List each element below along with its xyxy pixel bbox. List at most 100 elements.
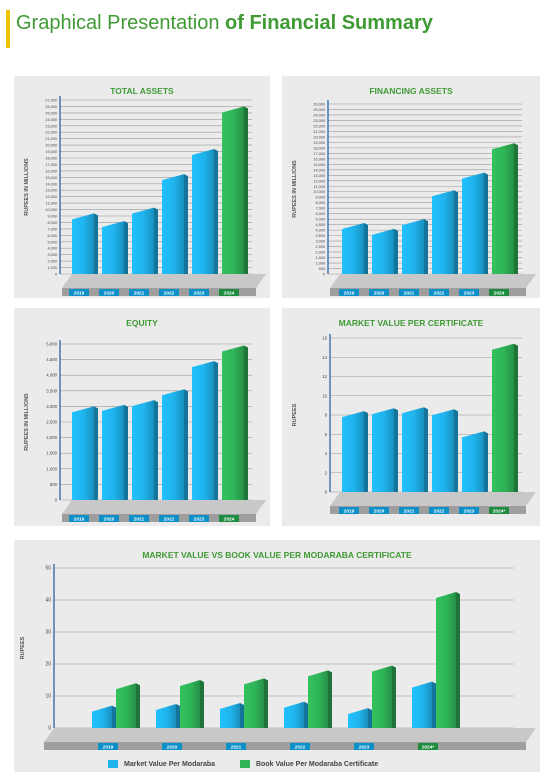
x-label-box xyxy=(189,515,209,522)
chart-floor xyxy=(44,728,536,742)
x-tick-label: 2020 xyxy=(104,291,115,297)
x-label-box xyxy=(354,743,374,750)
bar-2019 xyxy=(72,406,94,500)
bar-2022 xyxy=(432,190,454,274)
y-tick-label: 4,000 xyxy=(47,247,57,251)
x-tick-label: 2024* xyxy=(422,745,435,751)
y-tick-label: 21,000 xyxy=(45,137,57,141)
x-tick-label: 2024* xyxy=(493,509,506,515)
y-tick-label: 6,000 xyxy=(47,234,57,238)
bar-2021 xyxy=(402,219,424,274)
y-tick-label: 26,000 xyxy=(45,105,57,109)
y-tick-label: 0 xyxy=(325,490,328,495)
x-label-box xyxy=(219,289,239,296)
x-label-box xyxy=(339,507,359,514)
y-tick-label: 16,000 xyxy=(45,169,57,173)
bar-2019 xyxy=(342,223,364,274)
y-tick-label: 4,000 xyxy=(315,229,325,233)
bar-2021-side xyxy=(424,219,428,274)
bar-2020 xyxy=(372,228,394,274)
y-tick-label: 3,500 xyxy=(315,234,325,238)
y-tick-label: 14 xyxy=(322,355,327,360)
bar-2020 xyxy=(102,221,124,274)
y-tick-label: 8,000 xyxy=(47,221,57,225)
bar-2022 xyxy=(432,409,454,492)
y-tick-label: 22,000 xyxy=(313,124,325,128)
bar-2023 xyxy=(462,172,484,274)
y-tick-label: 26,000 xyxy=(313,103,325,107)
total-assets-panel: TOTAL ASSETS RUPEES IN MILLIONS 0 1,000 2,00… xyxy=(14,76,270,298)
bar-market-2020-side xyxy=(176,704,180,728)
chart-title: EQUITY xyxy=(126,318,158,328)
x-label-box xyxy=(459,289,479,296)
y-tick-label: 40 xyxy=(45,598,51,604)
bar-book-2024* xyxy=(436,592,456,728)
x-tick-label: 2020 xyxy=(104,517,115,523)
x-label-box xyxy=(159,289,179,296)
legend-swatch-market xyxy=(108,760,118,769)
x-label-box xyxy=(159,515,179,522)
y-axis-label: RUPEES IN MILLIONS xyxy=(24,393,30,451)
y-tick-label: 3,000 xyxy=(46,404,57,409)
x-label-box xyxy=(219,515,239,522)
x-tick-label: 2019 xyxy=(103,745,114,751)
x-label-box xyxy=(129,289,149,296)
y-axis-label: RUPEES xyxy=(20,636,26,659)
x-tick-label: 2022 xyxy=(164,517,175,523)
market-value-chart: MARKET VALUE PER CERTIFICATE RUPEES 0 2 4 6 8 1… xyxy=(292,318,536,515)
bar-2024-side xyxy=(244,345,248,500)
y-tick-label: 10,000 xyxy=(313,190,325,194)
y-tick-label: 0 xyxy=(55,273,57,277)
bar-2019-side xyxy=(364,411,368,492)
bar-market-2023 xyxy=(348,708,368,728)
bar-market-2022 xyxy=(284,701,304,728)
bar-2024 xyxy=(222,106,244,274)
x-label-box xyxy=(189,289,209,296)
y-tick-label: 12 xyxy=(322,374,327,379)
x-label-box xyxy=(69,515,89,522)
x-label-box xyxy=(418,743,438,750)
bar-market-2024*-side xyxy=(432,681,436,728)
y-tick-label: 15,000 xyxy=(313,163,325,167)
y-tick-label: 10,000 xyxy=(45,208,57,212)
x-tick-label: 2021 xyxy=(404,509,415,515)
equity-panel: EQUITY RUPEES IN MILLIONS 0 500 1,000 1,500 2,… xyxy=(14,308,270,526)
legend-swatch-book xyxy=(240,760,250,769)
bar-2023-side xyxy=(484,431,488,492)
bar-market-2019-side xyxy=(112,705,116,728)
x-tick-label: 2023 xyxy=(464,509,475,515)
y-tick-label: 20,000 xyxy=(313,135,325,139)
y-tick-label: 16,000 xyxy=(313,157,325,161)
x-label-box xyxy=(399,289,419,296)
x-tick-label: 2023 xyxy=(359,745,370,751)
bar-market-2019 xyxy=(92,705,112,728)
y-tick-label: 500 xyxy=(50,482,58,487)
bar-2019 xyxy=(342,411,364,492)
legend-label-market: Market Value Per Modaraba xyxy=(124,761,216,768)
y-tick-label: 24,000 xyxy=(313,113,325,117)
x-tick-label: 2021 xyxy=(231,745,242,751)
financing-assets-panel: FINANCING ASSETS RUPEES IN MILLIONS 0 500 1,… xyxy=(282,76,540,298)
y-tick-label: 18,000 xyxy=(45,157,57,161)
y-tick-label: 14,000 xyxy=(45,182,57,186)
x-label-box xyxy=(99,515,119,522)
chart-title: FINANCING ASSETS xyxy=(369,86,453,96)
y-tick-label: 19,000 xyxy=(313,141,325,145)
y-tick-label: 0 xyxy=(55,498,58,503)
chart-floor xyxy=(62,500,266,514)
total-assets-chart: TOTAL ASSETS RUPEES IN MILLIONS 0 1,000 2,00… xyxy=(24,86,266,297)
chart-title: TOTAL ASSETS xyxy=(110,86,174,96)
x-tick-label: 2023 xyxy=(194,517,205,523)
y-tick-label: 7,000 xyxy=(315,207,325,211)
bar-book-2024*-side xyxy=(456,592,460,728)
chart-legend: Market Value Per Modaraba Book Value Per… xyxy=(100,759,520,773)
bar-2022-side xyxy=(454,190,458,274)
bar-market-2020 xyxy=(156,704,176,728)
x-label-box xyxy=(129,515,149,522)
legend-label-book: Book Value Per Modaraba Certificate xyxy=(256,761,379,768)
bar-2020 xyxy=(102,404,124,500)
bar-2023 xyxy=(192,148,214,274)
x-tick-label: 2024 xyxy=(224,291,235,297)
bar-book-2023-side xyxy=(392,665,396,728)
bar-2022-side xyxy=(184,174,188,274)
